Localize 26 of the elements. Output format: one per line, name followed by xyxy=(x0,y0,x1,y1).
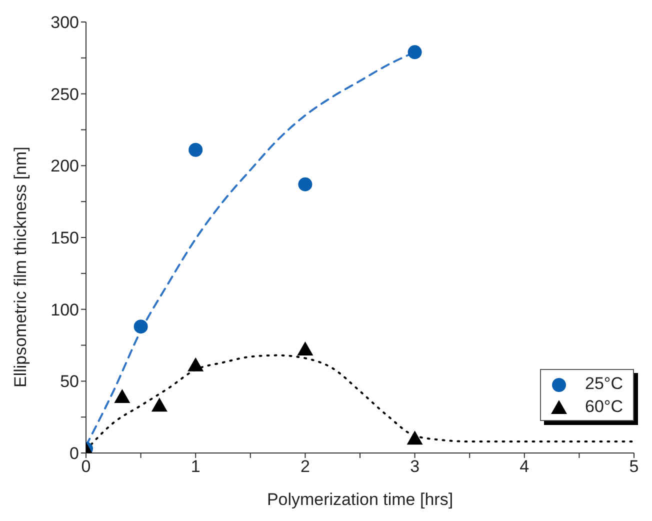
point xyxy=(297,342,314,356)
x-tick-label: 0 xyxy=(81,457,91,476)
y-tick-label: 150 xyxy=(50,228,79,248)
y-tick-label: 300 xyxy=(50,13,79,32)
point xyxy=(114,388,130,403)
point xyxy=(406,430,423,445)
point xyxy=(188,357,204,372)
point xyxy=(408,45,422,60)
y-tick-label: 0 xyxy=(70,444,79,464)
legend-label: 60°C xyxy=(585,396,623,418)
y-axis-title: Ellipsometric film thickness [nm] xyxy=(11,146,30,388)
x-tick-label: 2 xyxy=(300,457,310,476)
y-tick-label: 50 xyxy=(60,372,79,392)
y-tick-label: 250 xyxy=(50,84,79,104)
y-tick-label: 200 xyxy=(50,156,79,176)
y-tick-label: 100 xyxy=(50,300,79,320)
x-axis-title: Polymerization time [hrs] xyxy=(266,490,454,509)
x-tick-label: 4 xyxy=(520,457,530,476)
point xyxy=(134,320,148,334)
point xyxy=(188,142,203,157)
point xyxy=(151,398,168,412)
x-tick-label: 5 xyxy=(629,457,639,476)
legend-label: 25°C xyxy=(585,373,623,395)
x-tick-label: 1 xyxy=(190,457,200,476)
x-tick-label: 3 xyxy=(410,457,420,476)
point xyxy=(298,177,312,192)
